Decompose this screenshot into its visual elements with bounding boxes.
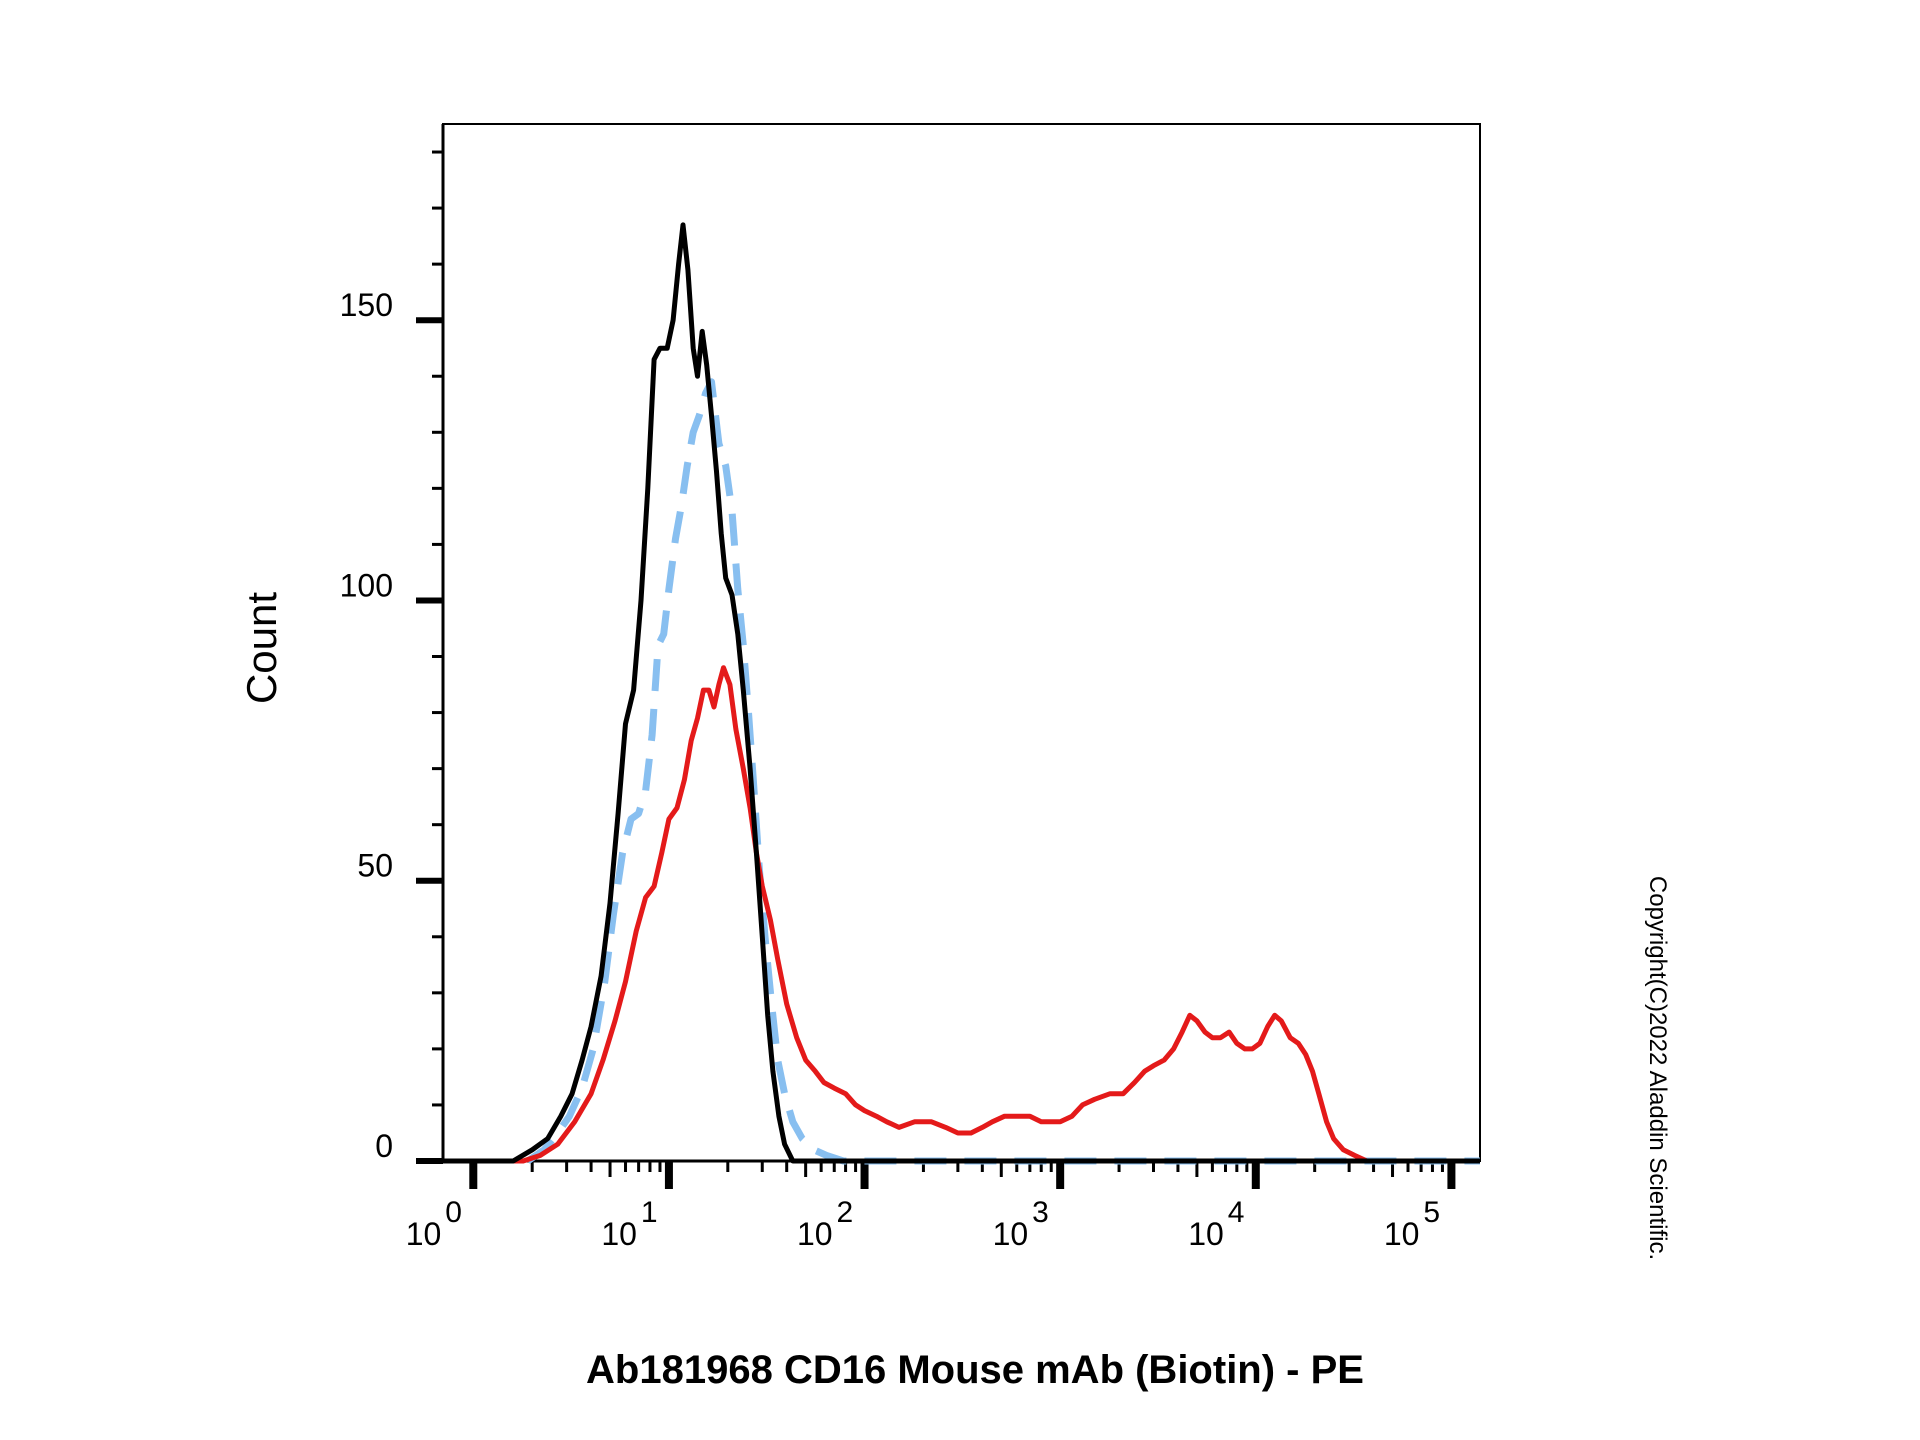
x-tick-label: 10 [406,1216,442,1252]
x-tick-exponent: 2 [837,1196,854,1229]
y-axis: 0 50 100 150 [340,124,445,1164]
x-tick-label: 10 [993,1216,1029,1252]
x-tick-label: 10 [1188,1216,1224,1252]
y-tick-label: 50 [357,848,393,884]
x-tick-label: 10 [1384,1216,1420,1252]
series-red-line [443,665,1480,1164]
y-tick-label: 150 [340,287,393,323]
plot-frame [442,123,1481,1162]
x-tick-exponent: 3 [1032,1196,1049,1229]
series-layer [443,222,1480,1165]
x-tick-label: 10 [797,1216,833,1252]
x-tick-label: 10 [601,1216,637,1252]
x-tick-exponent: 0 [445,1196,462,1229]
x-axis-label: Ab181968 CD16 Mouse mAb (Biotin) - PE [586,1348,1364,1392]
y-axis-label: Count [238,592,285,704]
x-tick-exponent: 4 [1228,1196,1245,1229]
x-tick-exponent: 1 [641,1196,658,1229]
x-tick-exponent: 5 [1423,1196,1440,1229]
series-black-line [443,222,1480,1164]
y-tick-label: 100 [340,567,393,603]
series-blue-dashed-line [525,378,1480,1165]
y-tick-label: 0 [375,1128,393,1164]
copyright-annotation: Copyright(C)2022 Aladdin Scientific. [1644,876,1671,1260]
